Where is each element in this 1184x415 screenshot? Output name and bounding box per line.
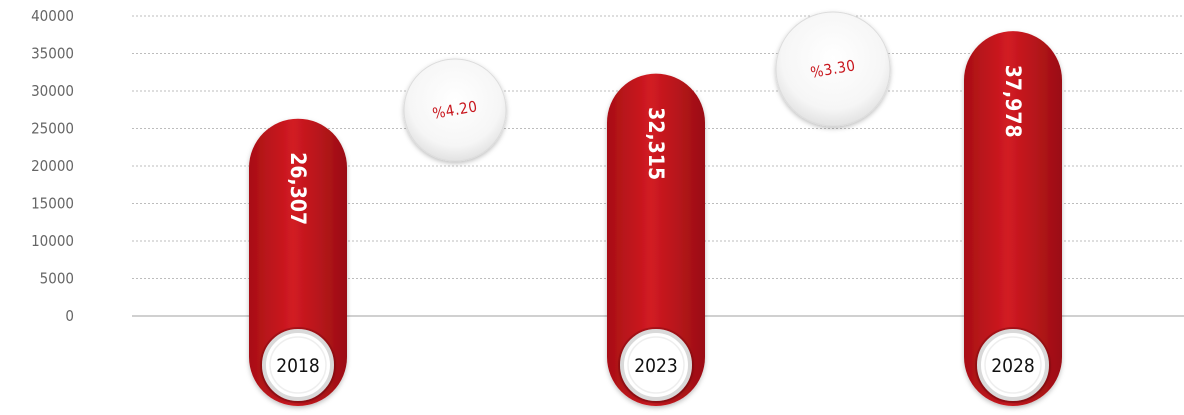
- growth-bubble-circle: [775, 11, 891, 127]
- growth-bubble-circle: [403, 58, 507, 162]
- growth-bubble: %3.30: [775, 11, 891, 127]
- bars: 26,307 2018 32,315 2023 37,978 2028: [249, 31, 1062, 406]
- year-badge-inner: [269, 336, 327, 394]
- y-axis-ticks: 40000 35000 30000 25000 20000 15000 10000 5000 0: [31, 7, 74, 325]
- category-label: 2018: [276, 355, 320, 377]
- y-tick-label: 20000: [31, 157, 74, 175]
- bar: [249, 118, 347, 406]
- bar-value-label: 37,978: [1001, 65, 1025, 138]
- year-badge-inner: [984, 336, 1042, 394]
- y-tick-label: 30000: [31, 82, 74, 100]
- bar-value-label: 26,307: [286, 152, 310, 225]
- y-tick-label: 15000: [31, 195, 74, 213]
- y-tick-label: 25000: [31, 120, 74, 138]
- bar-group: 32,315 2023: [607, 73, 705, 406]
- y-tick-label: 35000: [31, 45, 74, 63]
- category-label: 2028: [991, 355, 1035, 377]
- bar-group: 26,307 2018: [249, 118, 347, 406]
- bar-group: 37,978 2028: [964, 31, 1062, 406]
- year-badge-inner: [627, 336, 685, 394]
- y-tick-label: 0: [65, 307, 74, 325]
- y-tick-label: 5000: [40, 270, 74, 288]
- bar: [964, 31, 1062, 406]
- category-label: 2023: [634, 355, 678, 377]
- y-tick-label: 40000: [31, 7, 74, 25]
- growth-bubble: %4.20: [403, 58, 507, 162]
- y-tick-label: 10000: [31, 232, 74, 250]
- growth-bubbles: %4.20 %3.30: [403, 11, 891, 162]
- bar: [607, 73, 705, 406]
- bar-value-label: 32,315: [644, 107, 668, 180]
